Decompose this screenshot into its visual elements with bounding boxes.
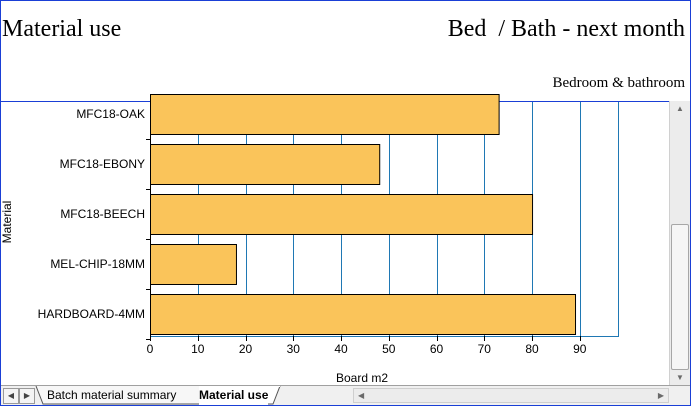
tab-material-use[interactable]: Material use — [199, 386, 269, 405]
category-label: HARDBOARD-4MM — [38, 307, 145, 321]
scroll-up-arrow-icon[interactable]: ▲ — [676, 104, 684, 113]
labels: MFC18-OAK MFC18-EBONY MFC18-BEECH MEL-CHIP-… — [1, 107, 587, 385]
axes — [146, 102, 581, 341]
y-axis-label: Material — [1, 201, 14, 244]
bar-hardboard-4mm — [150, 294, 577, 335]
x-tick-label: 60 — [430, 342, 444, 356]
x-tick-label: 0 — [147, 342, 154, 356]
x-tick-label: 30 — [287, 342, 301, 356]
x-tick-label: 40 — [334, 342, 348, 356]
x-tick-label: 50 — [382, 342, 396, 356]
category-label: MEL-CHIP-18MM — [50, 257, 145, 271]
scroll-left-arrow-icon[interactable]: ◀ — [358, 391, 365, 400]
bar-mel-chip-18mm — [150, 244, 237, 285]
chart-title-right: Bed / Bath - next month — [447, 16, 685, 42]
bars — [150, 94, 577, 335]
bar-mfc18-oak — [150, 94, 500, 135]
sheet-tab-bar: ◀ ▶ Batch material summary Material use … — [1, 385, 690, 405]
tab-batch-material-summary[interactable]: Batch material summary — [47, 388, 177, 402]
category-label: MFC18-BEECH — [60, 207, 145, 221]
tab-scroll-left-icon[interactable]: ◀ — [3, 388, 19, 404]
x-tick-label: 20 — [239, 342, 253, 356]
bar-mfc18-beech — [150, 194, 534, 235]
category-label: MFC18-EBONY — [60, 157, 145, 171]
x-tick-label: 80 — [525, 342, 539, 356]
chart-title: Material use — [2, 16, 122, 42]
vertical-scrollbar[interactable]: ▲ ▼ — [669, 101, 690, 385]
horizontal-scrollbar[interactable]: ◀ ▶ — [353, 388, 669, 403]
x-tick-label: 90 — [573, 342, 587, 356]
bar-chart: MFC18-OAK MFC18-EBONY MFC18-BEECH MEL-CHIP-… — [1, 94, 619, 385]
chart-subtitle: Bedroom & bathroom — [552, 75, 685, 91]
scroll-right-arrow-icon[interactable]: ▶ — [657, 391, 664, 400]
x-tick-label: 70 — [478, 342, 492, 356]
scroll-down-arrow-icon[interactable]: ▼ — [676, 373, 684, 382]
vertical-scroll-thumb[interactable] — [671, 224, 689, 370]
bar-mfc18-ebony — [150, 144, 381, 185]
category-label: MFC18-OAK — [76, 107, 145, 121]
tab-scroll-right-icon[interactable]: ▶ — [19, 388, 35, 404]
x-tick-label: 10 — [191, 342, 205, 356]
x-axis-label: Board m2 — [336, 371, 388, 385]
